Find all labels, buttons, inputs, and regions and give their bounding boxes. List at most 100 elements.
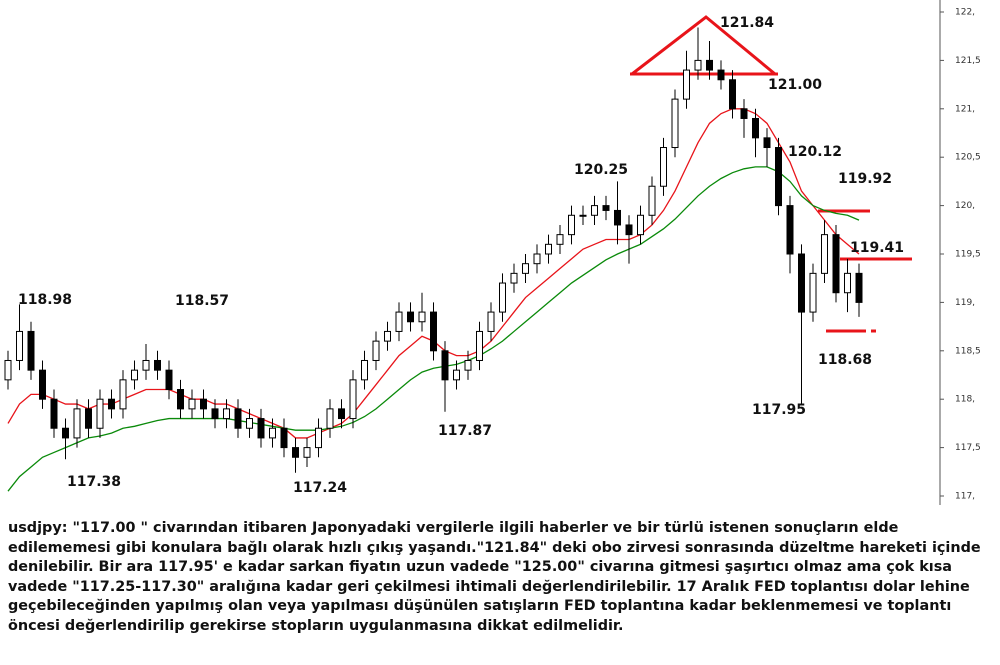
price-annotation: 119.92	[838, 171, 892, 187]
candle-body	[39, 369, 46, 400]
candle-body	[50, 398, 58, 429]
candle-body	[729, 79, 736, 110]
candle-body	[280, 427, 288, 449]
candle-body	[315, 427, 322, 449]
candle-body	[522, 263, 529, 274]
chart: 122, 121,5 121, 120,5 120, 119,5 119, 118,5 118,…	[4, 0, 981, 505]
candle-body	[660, 147, 667, 187]
candle-body	[533, 253, 541, 265]
candle-body	[154, 359, 161, 371]
candle-body	[246, 418, 253, 429]
candle-body	[844, 272, 851, 294]
candle-body	[717, 69, 725, 81]
price-annotation: 121.00	[768, 77, 822, 93]
candle-body	[384, 330, 391, 342]
moving-average	[7, 108, 860, 439]
candle-body	[361, 359, 368, 381]
candle-body	[73, 408, 81, 439]
candle-body	[269, 427, 276, 439]
candle-body	[430, 311, 437, 352]
candle-body	[338, 408, 345, 420]
candle-body	[96, 398, 104, 429]
candle-body	[395, 311, 403, 332]
y-tick-label: 120,5	[955, 153, 981, 163]
candle-body	[303, 447, 311, 458]
candle-body	[211, 408, 219, 420]
candle-body	[372, 340, 380, 361]
candle-body	[671, 98, 679, 149]
candle-body	[487, 311, 495, 332]
y-tick-label: 121,5	[955, 56, 981, 66]
candle-body	[752, 117, 759, 139]
candle-body	[740, 108, 748, 119]
y-tick-label: 117,	[955, 492, 975, 502]
candle-body	[798, 253, 805, 313]
candle-body	[694, 59, 702, 71]
candle-body	[786, 205, 794, 255]
candle-body	[683, 69, 690, 100]
candle-body	[568, 214, 575, 236]
candle-body	[119, 379, 127, 410]
candle-body	[476, 330, 483, 361]
y-tick-label: 122,	[955, 8, 975, 18]
candle-body	[625, 224, 633, 236]
candle-body	[326, 408, 334, 429]
candle-body	[62, 427, 69, 439]
candle-body	[775, 147, 782, 207]
candle-body	[177, 389, 184, 410]
candle-body	[453, 369, 460, 381]
candle-body	[188, 398, 196, 410]
price-annotation: 117.87	[438, 423, 492, 439]
candle-body	[234, 408, 242, 429]
candle-body	[4, 359, 12, 381]
candle-body	[85, 408, 92, 429]
candle-body	[579, 214, 587, 217]
y-tick-label: 119,5	[955, 250, 981, 260]
price-annotation: 120.25	[574, 162, 628, 178]
candle-body	[16, 330, 23, 361]
price-annotation: 121.84	[720, 15, 774, 31]
price-annotation: 117.95	[752, 402, 806, 418]
candle-body	[602, 205, 610, 211]
candle-body	[407, 311, 414, 323]
price-annotation: 120.12	[788, 144, 842, 160]
candle-body	[418, 311, 426, 323]
candle-body	[648, 185, 656, 216]
candle-body	[809, 272, 817, 313]
y-tick-label: 120,	[955, 201, 975, 211]
caption: usdjpy: "117.00 " civarından itibaren Ja…	[8, 520, 981, 634]
candle-body	[556, 234, 564, 245]
y-tick-label: 118,5	[955, 346, 981, 356]
candle-body	[441, 350, 449, 381]
candle-body	[292, 447, 299, 458]
candle-body	[108, 398, 115, 410]
candle-body	[821, 234, 828, 274]
candle-body	[27, 330, 35, 371]
candle-body	[763, 137, 771, 149]
candle-body	[223, 408, 230, 420]
y-tick-label: 117,5	[955, 443, 981, 453]
price-annotation: 118.68	[818, 352, 872, 368]
candle-body	[545, 243, 552, 255]
candle-body	[200, 398, 207, 410]
candle-body	[510, 272, 518, 284]
candle-body	[349, 379, 357, 420]
y-tick-label: 118,	[955, 395, 975, 405]
candle-body	[499, 282, 506, 313]
candle-body	[165, 369, 173, 391]
price-annotation: 118.98	[18, 292, 72, 308]
candle-body	[257, 418, 265, 439]
candle-body	[591, 205, 598, 216]
candle-body	[142, 359, 150, 371]
candle-body	[131, 369, 138, 381]
candle-body	[614, 209, 621, 226]
candle-body	[464, 359, 472, 371]
price-annotation: 117.24	[293, 480, 347, 496]
candle-body	[855, 272, 863, 303]
candle-body	[637, 214, 644, 236]
price-annotation: 117.38	[67, 474, 121, 490]
y-tick-label: 119,	[955, 298, 975, 308]
candle-body	[706, 59, 713, 71]
price-annotation: 118.57	[175, 293, 229, 309]
